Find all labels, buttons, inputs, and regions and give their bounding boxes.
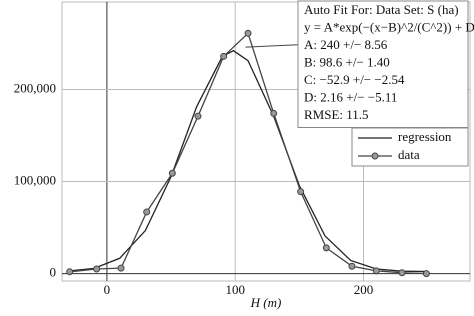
annotation-text: D: 2.16 +/− −5.11 [304,89,397,104]
annotation-text: A: 240 +/− 8.56 [304,37,388,52]
data-point [117,264,125,272]
data-point [244,29,252,37]
annotation-box [297,0,469,128]
data-point [348,262,356,270]
data-point [322,244,330,252]
data-point [398,269,406,277]
x-axis-label: H (m) [250,295,282,310]
data-point [194,112,202,120]
legend-label: data [398,147,420,162]
data-point [422,270,430,278]
data-point [297,188,305,196]
plot-frame [61,1,471,282]
y-tick-label: 100,000 [14,173,56,188]
x-tick-label: 0 [104,282,111,297]
series-line [68,49,428,273]
data-point [66,268,74,276]
legend-box [351,127,469,167]
leader-line [245,44,299,48]
annotation-text: B: 98.6 +/− 1.40 [304,54,390,69]
annotation-text: Auto Fit For: Data Set: S (ha) [304,2,459,17]
data-point [372,267,380,275]
data-point [143,208,151,216]
y-tick-label: 200,000 [14,80,56,95]
data-point [270,109,278,117]
data-point [220,52,228,60]
data-point [93,265,101,273]
y-tick-label: 0 [50,265,57,280]
legend-label: regression [398,129,452,144]
data-point [168,169,176,177]
legend-marker [371,152,379,160]
annotation-text: RMSE: 11.5 [304,107,369,122]
x-tick-label: 200 [354,282,374,297]
annotation-text: y = A*exp(−(x−B)^2/(C^2)) + D [304,19,474,34]
x-tick-label: 100 [225,282,245,297]
annotation-text: C: −52.9 +/− −2.54 [304,72,405,87]
plot [66,29,430,278]
